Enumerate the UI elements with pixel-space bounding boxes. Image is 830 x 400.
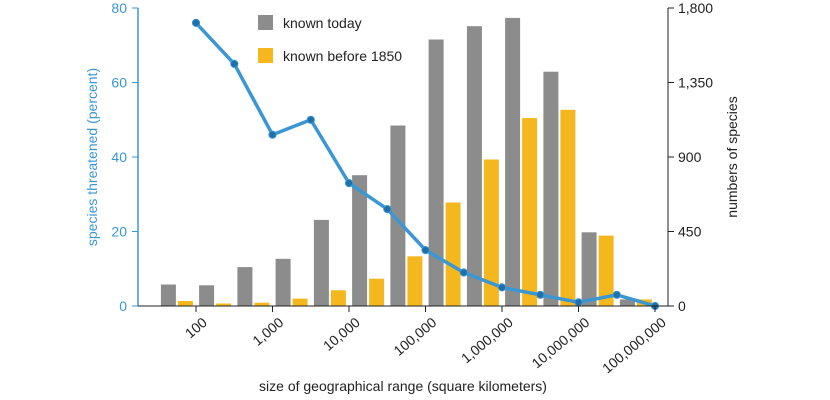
right-tick-label: 450: [678, 224, 702, 240]
x-tick-label: 1,000: [249, 314, 286, 349]
threatened-point: [268, 130, 277, 139]
threatened-point: [612, 290, 621, 299]
right-tick-label: 0: [678, 298, 686, 314]
bar-known-before-1850: [598, 235, 614, 306]
bar-known-before-1850: [177, 301, 193, 306]
left-tick-label: 40: [111, 149, 127, 165]
right-ticks: 0 450 900 1,350 1,800: [668, 0, 713, 314]
threatened-point: [383, 205, 392, 214]
legend: known today known before 1850: [258, 15, 402, 64]
bar-known-today: [466, 26, 482, 306]
threatened-point: [191, 18, 201, 27]
bar-known-before-1850: [407, 256, 423, 306]
threatened-point: [459, 268, 468, 277]
bar-known-today: [619, 299, 635, 306]
bar-known-before-1850: [369, 278, 385, 306]
x-tick-label: 100,000: [390, 314, 439, 359]
threatened-point: [497, 283, 507, 292]
threatened-point: [574, 298, 583, 307]
bar-known-before-1850: [330, 290, 346, 306]
bar-known-before-1850: [216, 303, 232, 306]
left-tick-label: 0: [119, 298, 127, 314]
threatened-point: [344, 179, 354, 188]
threatened-point: [536, 290, 545, 299]
bar-known-today: [543, 71, 559, 306]
left-tick-label: 80: [111, 0, 127, 16]
left-ticks: 0 20 40 60 80: [111, 0, 138, 314]
legend-swatch-known-before-1850: [258, 48, 273, 63]
threatened-point: [421, 246, 430, 255]
bar-known-today: [428, 39, 444, 306]
bar-known-today: [352, 175, 368, 306]
x-tick-label: 10,000,000: [528, 314, 592, 371]
x-tick-label: 100,000,000: [599, 314, 669, 376]
bar-known-today: [275, 258, 291, 306]
bar-known-before-1850: [254, 302, 270, 306]
right-tick-label: 1,350: [678, 75, 713, 91]
right-tick-label: 900: [678, 149, 702, 165]
left-tick-label: 60: [111, 75, 127, 91]
y-axis-title-left: species threatened (percent): [84, 68, 100, 246]
threatened-point: [230, 59, 239, 69]
bar-known-today: [160, 284, 176, 306]
left-tick-label: 20: [111, 224, 127, 240]
legend-swatch-known-today: [258, 15, 273, 30]
x-ticks: 100 1,000 10,000 100,000 1,000,000 10,000,000…: [182, 306, 669, 376]
bar-known-today: [505, 17, 521, 307]
bar-known-before-1850: [292, 298, 308, 306]
legend-label-known-before-1850: known before 1850: [283, 48, 402, 64]
x-axis-title: size of geographical range (square kilom…: [259, 378, 547, 394]
bar-known-before-1850: [522, 118, 538, 306]
x-tick-label: 1,000,000: [458, 314, 516, 366]
bar-known-today: [581, 232, 597, 306]
right-tick-label: 1,800: [678, 0, 713, 16]
x-tick-label: 10,000: [320, 314, 363, 354]
legend-label-known-today: known today: [283, 15, 362, 31]
bar-known-today: [390, 125, 406, 306]
bar-known-before-1850: [560, 109, 576, 306]
bar-known-before-1850: [445, 202, 461, 306]
bar-known-today: [199, 285, 215, 306]
bar-known-before-1850: [483, 159, 499, 306]
bar-known-today: [237, 267, 253, 306]
x-tick-label: 100: [182, 314, 210, 341]
y-axis-title-right: numbers of species: [724, 96, 740, 217]
bar-known-today: [313, 219, 329, 306]
threatened-point: [306, 115, 315, 124]
bars-layer: [160, 17, 652, 307]
